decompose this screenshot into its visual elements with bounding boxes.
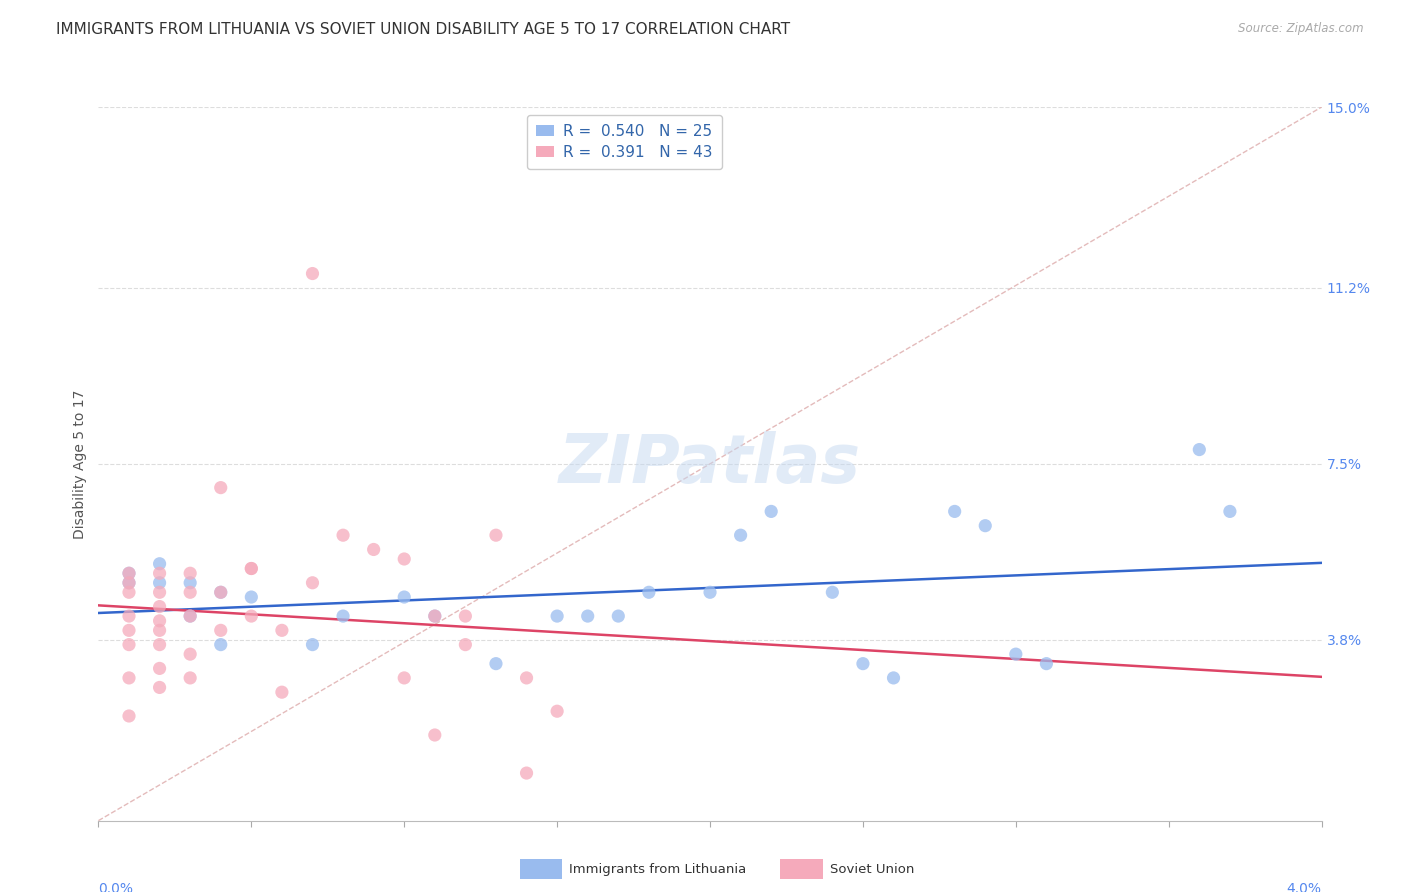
Point (363, 542, 385, 557)
Text: 0.0%: 0.0% (98, 882, 134, 892)
Point (179, 575, 201, 590)
Point (118, 585, 141, 599)
Text: Soviet Union: Soviet Union (830, 863, 914, 876)
Point (1219, 504, 1241, 518)
Point (118, 638, 141, 652)
Point (149, 661, 172, 675)
Point (240, 561, 263, 575)
Point (392, 552, 416, 566)
Point (576, 609, 599, 624)
Point (118, 671, 141, 685)
Point (209, 638, 232, 652)
Point (149, 557, 172, 571)
Point (332, 528, 354, 542)
Point (423, 609, 446, 624)
Text: Immigrants from Lithuania: Immigrants from Lithuania (569, 863, 747, 876)
Point (332, 609, 354, 624)
Text: Source: ZipAtlas.com: Source: ZipAtlas.com (1239, 22, 1364, 36)
Point (821, 585, 844, 599)
Point (149, 624, 172, 638)
Point (392, 671, 416, 685)
Point (730, 528, 752, 542)
Point (179, 671, 201, 685)
Point (149, 575, 172, 590)
Legend: R =  0.540   N = 25, R =  0.391   N = 43: R = 0.540 N = 25, R = 0.391 N = 43 (527, 115, 723, 169)
Point (149, 681, 172, 695)
Point (454, 638, 477, 652)
Point (118, 566, 141, 581)
Point (240, 590, 263, 604)
Text: 4.0%: 4.0% (1286, 882, 1322, 892)
Point (301, 267, 323, 281)
Point (637, 585, 661, 599)
Point (209, 585, 232, 599)
Y-axis label: Disability Age 5 to 17: Disability Age 5 to 17 (73, 389, 87, 539)
Point (516, 766, 538, 780)
Point (974, 518, 997, 533)
Point (516, 671, 538, 685)
Point (454, 609, 477, 624)
Point (485, 657, 508, 671)
Point (149, 566, 172, 581)
Point (301, 575, 323, 590)
Point (149, 614, 172, 628)
Point (270, 685, 294, 699)
Point (607, 609, 630, 624)
Point (149, 585, 172, 599)
Point (149, 638, 172, 652)
Point (546, 704, 568, 718)
Point (301, 638, 323, 652)
Point (759, 504, 782, 518)
Text: ZIPatlas: ZIPatlas (560, 431, 860, 497)
Point (179, 566, 201, 581)
Point (118, 609, 141, 624)
Point (118, 624, 141, 638)
Point (209, 585, 232, 599)
Point (423, 609, 446, 624)
Point (118, 575, 141, 590)
Point (1188, 442, 1211, 457)
Point (118, 566, 141, 581)
Point (485, 528, 508, 542)
Point (179, 609, 201, 624)
Point (546, 609, 568, 624)
Point (240, 561, 263, 575)
Point (179, 585, 201, 599)
Point (699, 585, 721, 599)
Point (423, 728, 446, 742)
Point (240, 609, 263, 624)
Point (209, 624, 232, 638)
Point (179, 647, 201, 661)
Point (883, 671, 905, 685)
Point (209, 481, 232, 495)
Point (1035, 657, 1057, 671)
Text: IMMIGRANTS FROM LITHUANIA VS SOVIET UNION DISABILITY AGE 5 TO 17 CORRELATION CHA: IMMIGRANTS FROM LITHUANIA VS SOVIET UNIO… (56, 22, 790, 37)
Point (943, 504, 966, 518)
Point (852, 657, 875, 671)
Point (118, 709, 141, 723)
Point (270, 624, 294, 638)
Point (149, 599, 172, 614)
Point (1004, 647, 1026, 661)
Point (179, 609, 201, 624)
Point (392, 590, 416, 604)
Point (118, 575, 141, 590)
